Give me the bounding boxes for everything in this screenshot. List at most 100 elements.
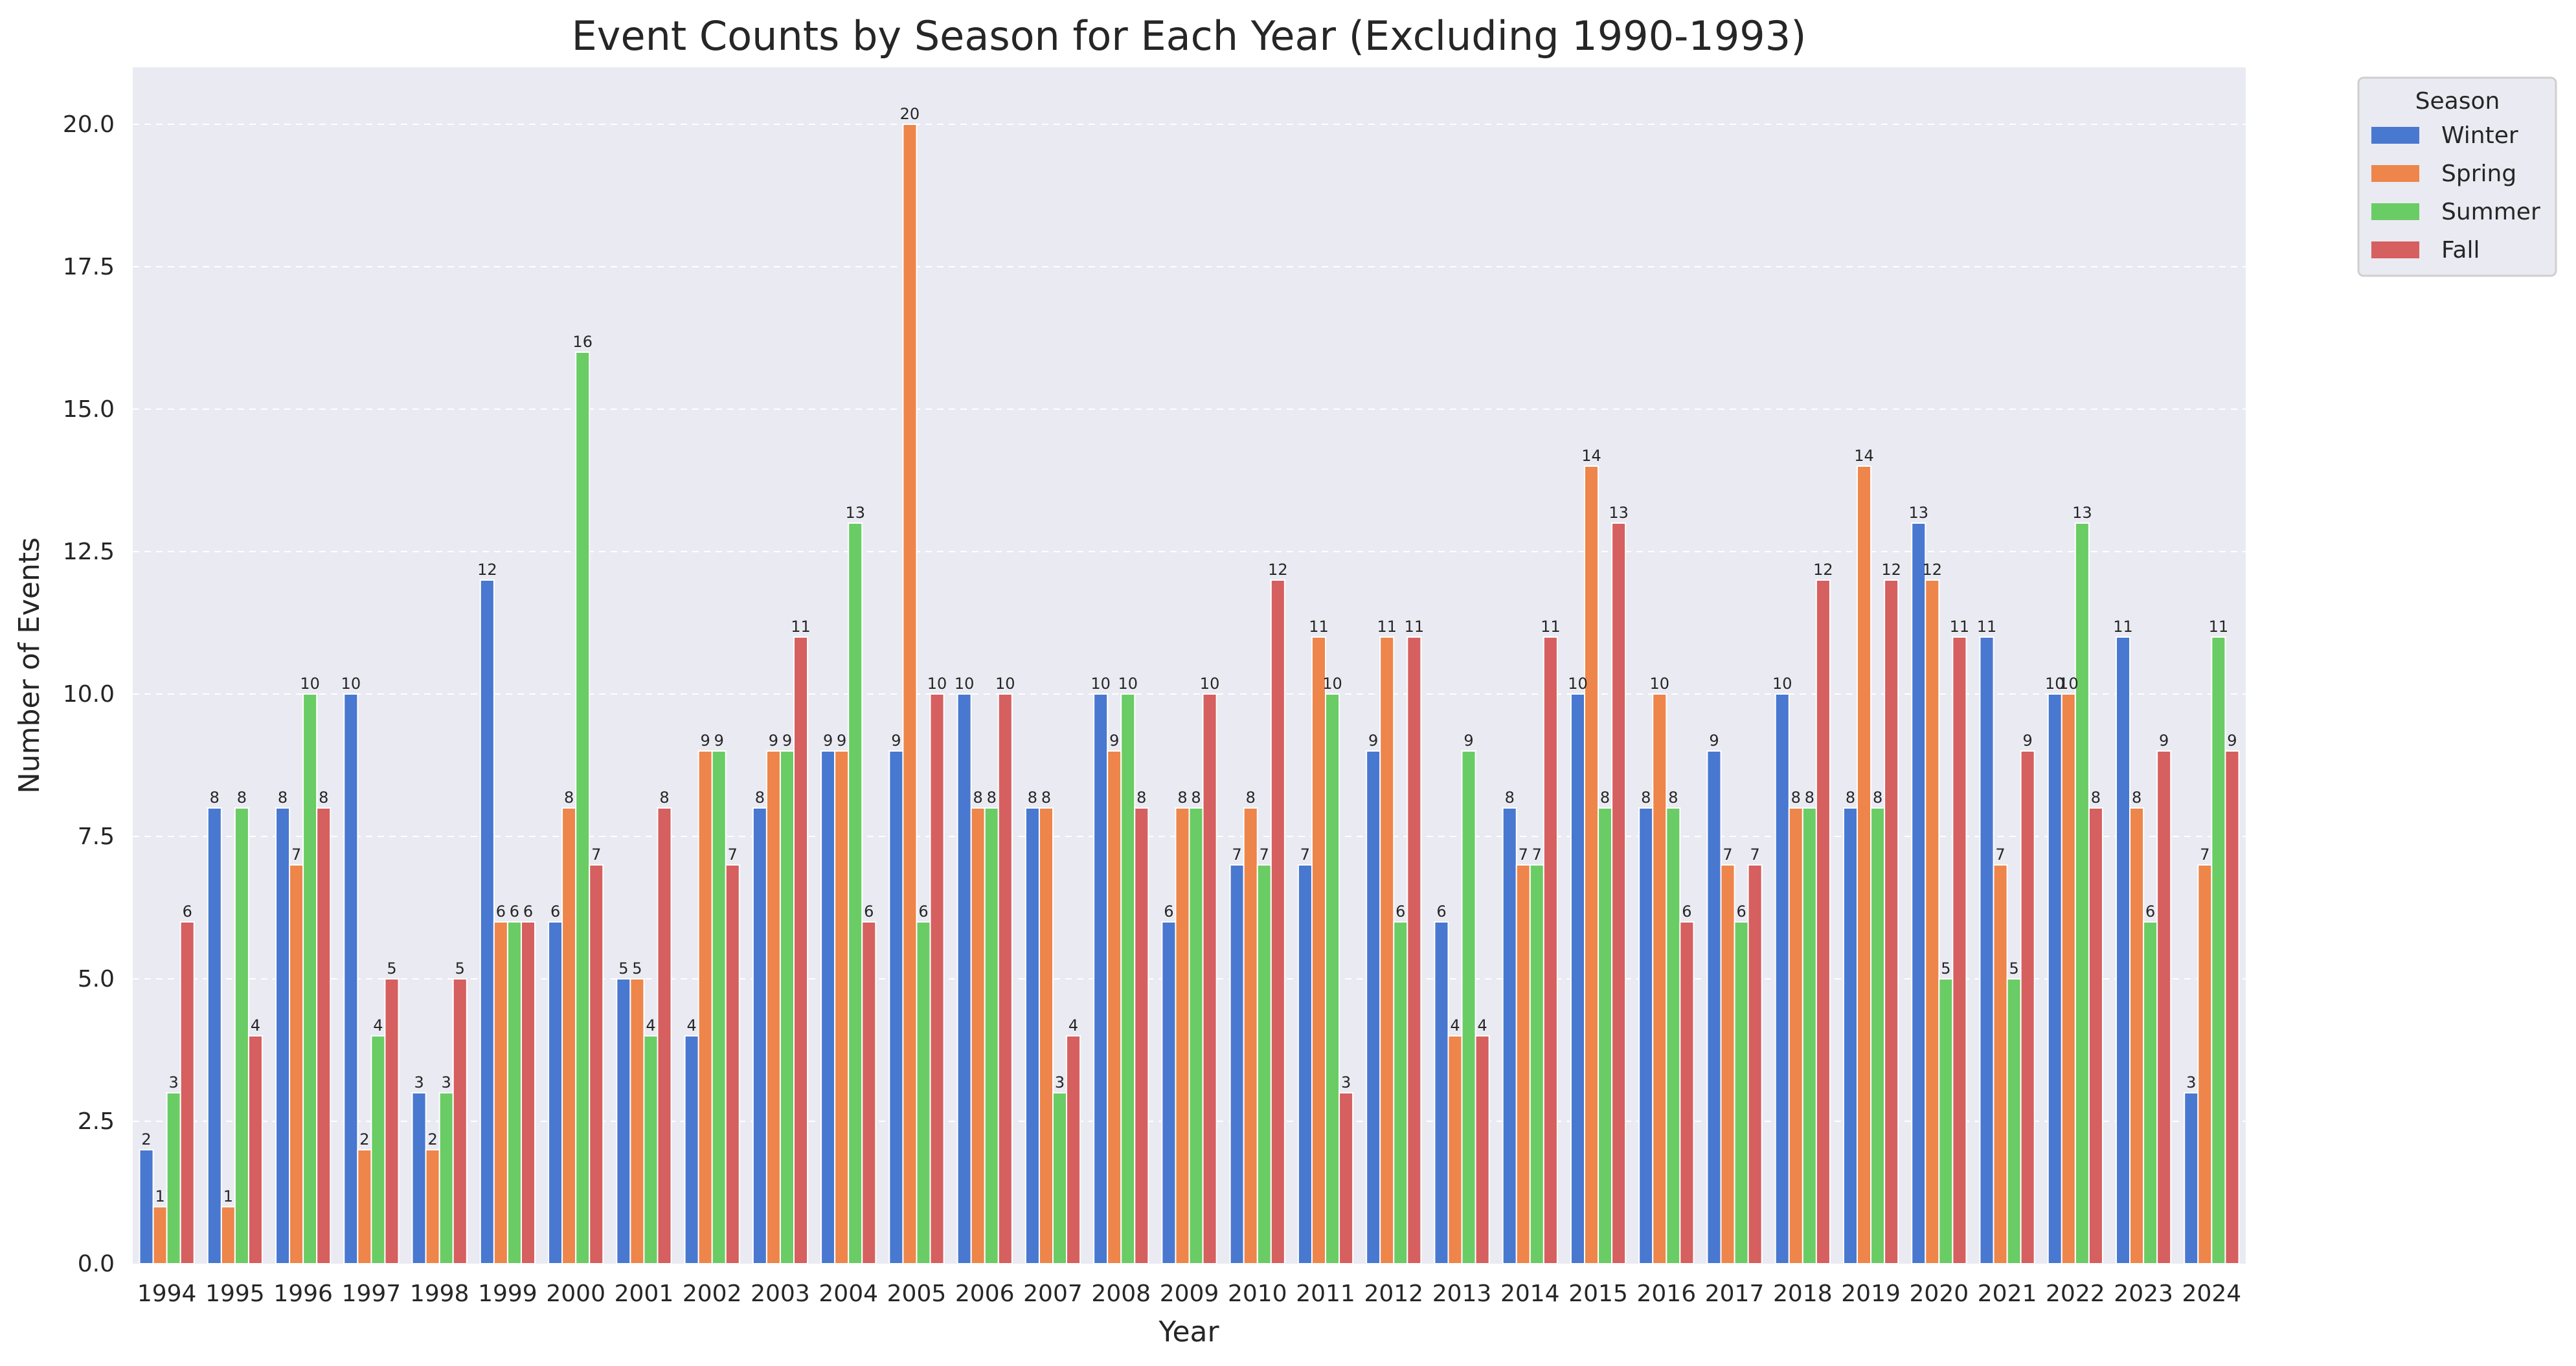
legend-label-winter: Winter xyxy=(2441,122,2518,149)
bar-value-label: 10 xyxy=(2059,675,2079,693)
bar-fall-2007 xyxy=(1066,1035,1081,1264)
y-tick-labels: 0.0 2.5 5.0 7.5 10.0 12.5 15.0 17.5 20.0 xyxy=(63,111,115,1277)
bar-fall-2021 xyxy=(2020,750,2035,1264)
bar-summer-2007 xyxy=(1052,1092,1068,1264)
x-axis-label: Year xyxy=(1158,1316,1219,1349)
bar-winter-2015 xyxy=(1570,693,1585,1264)
bar-value-label: 10 xyxy=(1118,675,1138,693)
bar-value-label: 12 xyxy=(1813,561,1833,579)
bar-value-label: 12 xyxy=(1881,561,1901,579)
bar-value-label: 8 xyxy=(987,789,997,807)
bar-value-label: 11 xyxy=(1950,618,1970,636)
bar-value-label: 1 xyxy=(223,1187,233,1205)
y-tick-label: 0.0 xyxy=(78,1251,115,1277)
y-tick-label: 2.5 xyxy=(78,1108,115,1135)
bar-fall-2009 xyxy=(1202,693,1217,1264)
bar-value-label: 8 xyxy=(1668,789,1678,807)
bar-value-label: 6 xyxy=(1736,902,1746,921)
bar-value-label: 7 xyxy=(591,845,601,864)
bar-winter-2024 xyxy=(2184,1092,2199,1264)
legend-swatch-summer xyxy=(2371,203,2419,220)
bar-value-label: 10 xyxy=(1090,675,1111,693)
bar-winter-2005 xyxy=(888,750,904,1264)
x-tick-label: 2011 xyxy=(1296,1281,1355,1307)
bar-value-label: 9 xyxy=(1709,732,1719,750)
bar-value-label: 2 xyxy=(141,1130,151,1148)
bar-value-label: 10 xyxy=(955,675,975,693)
bar-value-label: 3 xyxy=(414,1073,424,1092)
bar-summer-2022 xyxy=(2074,522,2090,1264)
bar-value-label: 8 xyxy=(659,789,669,807)
bar-fall-2013 xyxy=(1474,1035,1490,1264)
bar-summer-2020 xyxy=(1938,978,1954,1264)
bar-winter-2003 xyxy=(752,807,767,1264)
bar-value-label: 8 xyxy=(1641,789,1651,807)
bar-value-label: 11 xyxy=(1977,618,1997,636)
bar-winter-2011 xyxy=(1297,864,1313,1264)
bar-value-label: 9 xyxy=(837,732,846,750)
bar-spring-2003 xyxy=(765,750,781,1264)
bar-value-label: 9 xyxy=(769,732,778,750)
bar-spring-2020 xyxy=(1925,579,1940,1264)
bar-spring-2013 xyxy=(1447,1035,1463,1264)
bar-summer-2008 xyxy=(1120,693,1136,1264)
bar-value-label: 3 xyxy=(1055,1073,1065,1092)
bar-value-label: 8 xyxy=(1505,789,1515,807)
bar-value-label: 10 xyxy=(1322,675,1342,693)
bar-fall-2023 xyxy=(2156,750,2172,1264)
legend-swatch-spring xyxy=(2371,165,2419,182)
bar-value-label: 8 xyxy=(1028,789,1037,807)
bar-value-label: 6 xyxy=(550,902,560,921)
bar-value-label: 11 xyxy=(1405,618,1425,636)
bar-fall-2004 xyxy=(861,921,877,1264)
bar-spring-2019 xyxy=(1857,465,1872,1264)
bar-summer-2003 xyxy=(779,750,795,1264)
x-tick-label: 2004 xyxy=(819,1281,878,1307)
bar-summer-2002 xyxy=(711,750,727,1264)
bar-value-label: 7 xyxy=(1300,845,1310,864)
bar-summer-2024 xyxy=(2211,636,2226,1264)
bar-spring-2011 xyxy=(1311,636,1327,1264)
bar-value-label: 9 xyxy=(823,732,833,750)
bar-fall-2012 xyxy=(1407,636,1422,1264)
bar-value-label: 8 xyxy=(1805,789,1814,807)
bar-value-label: 6 xyxy=(918,902,928,921)
bar-spring-1994 xyxy=(152,1206,168,1264)
bar-winter-2014 xyxy=(1502,807,1517,1264)
bar-value-label: 11 xyxy=(1377,618,1397,636)
bar-value-label: 8 xyxy=(237,789,247,807)
x-tick-label: 1994 xyxy=(137,1281,197,1307)
bar-value-label: 7 xyxy=(1260,845,1269,864)
bar-winter-1997 xyxy=(343,693,359,1264)
y-tick-label: 12.5 xyxy=(63,539,115,565)
legend-label-summer: Summer xyxy=(2441,199,2540,225)
bar-value-label: 9 xyxy=(714,732,724,750)
bar-value-label: 9 xyxy=(891,732,901,750)
x-tick-label: 1996 xyxy=(273,1281,333,1307)
x-tick-label: 2008 xyxy=(1091,1281,1151,1307)
bar-value-label: 9 xyxy=(1109,732,1119,750)
chart-title: Event Counts by Season for Each Year (Ex… xyxy=(572,12,1807,60)
bar-summer-2011 xyxy=(1325,693,1340,1264)
bar-spring-1995 xyxy=(220,1206,236,1264)
bar-value-label: 5 xyxy=(2009,959,2018,978)
bar-value-label: 8 xyxy=(319,789,328,807)
bar-value-label: 12 xyxy=(1268,561,1288,579)
y-axis-label: Number of Events xyxy=(13,537,46,794)
bar-value-label: 9 xyxy=(1368,732,1378,750)
y-tick-label: 15.0 xyxy=(63,396,115,423)
x-tick-label: 2002 xyxy=(683,1281,742,1307)
bar-value-label: 8 xyxy=(1873,789,1882,807)
bar-value-label: 6 xyxy=(2145,902,2155,921)
bar-value-label: 4 xyxy=(373,1016,383,1035)
bar-spring-2005 xyxy=(902,124,918,1264)
bar-summer-2004 xyxy=(848,522,863,1264)
legend-label-spring: Spring xyxy=(2441,161,2516,187)
bar-value-label: 7 xyxy=(1750,845,1760,864)
bar-winter-2023 xyxy=(2116,636,2131,1264)
bar-value-label: 13 xyxy=(1609,504,1629,522)
x-tick-label: 1998 xyxy=(410,1281,469,1307)
bar-value-label: 1 xyxy=(155,1187,164,1205)
x-tick-label: 2023 xyxy=(2114,1281,2173,1307)
x-tick-label: 2000 xyxy=(546,1281,605,1307)
